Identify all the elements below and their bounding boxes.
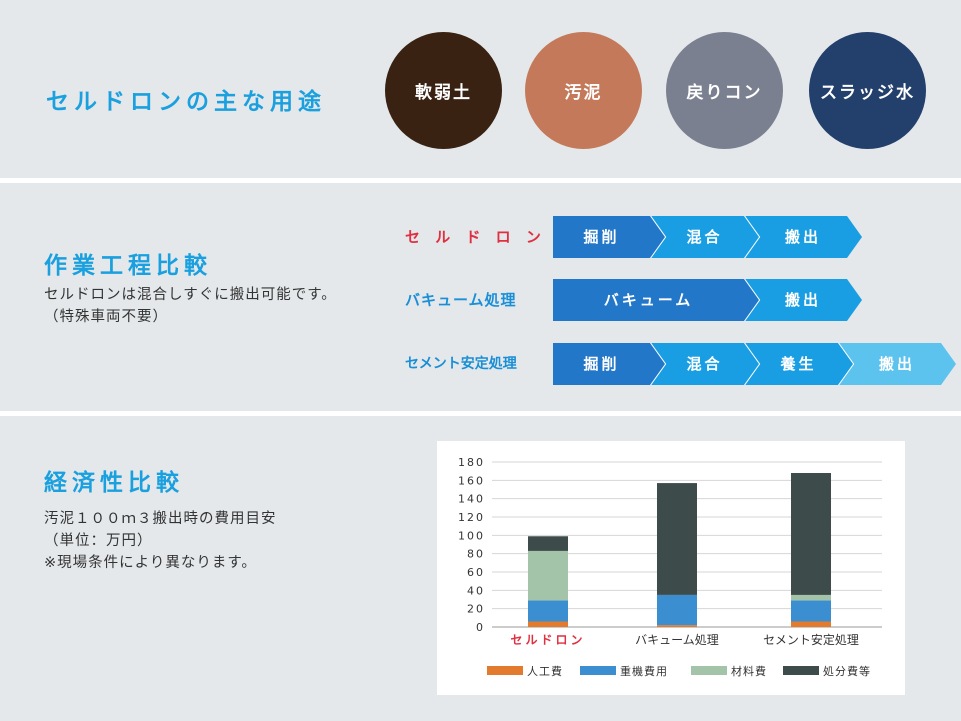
process-step-label: 混合 <box>686 355 723 373</box>
process-row-label: セメント安定処理 <box>405 356 517 372</box>
uses-panel: セルドロンの主な用途 軟弱土 汚泥 戻りコン スラッジ水 <box>0 0 961 178</box>
process-note: （特殊車両不要） <box>44 309 168 325</box>
bar-segment <box>528 600 568 622</box>
use-circle-4: スラッジ水 <box>809 32 926 149</box>
process-step: 搬出 <box>838 343 956 385</box>
bar-segment <box>657 625 697 627</box>
legend-label: 材料費 <box>731 664 767 678</box>
step-arrow-shape <box>553 279 759 321</box>
cost-chart-svg: 0 20 40 60 80 100 120 140 160 180 セルドロン バキューム処理 セメント… <box>458 456 882 678</box>
step-arrow-shape <box>553 216 665 258</box>
process-step: 混合 <box>650 216 759 258</box>
y-tick-label: 140 <box>458 493 485 506</box>
y-tick-label: 160 <box>458 474 485 487</box>
y-tick-label: 100 <box>458 529 485 542</box>
use-circle-1: 軟弱土 <box>385 32 502 149</box>
legend-label: 重機費用 <box>620 664 668 678</box>
cost-description: 汚泥１００ｍ３搬出時の費用目安 <box>44 511 277 527</box>
cost-chart: 0 20 40 60 80 100 120 140 160 180 セルドロン バキューム処理 セメント… <box>437 441 905 695</box>
legend-swatch <box>487 666 523 675</box>
use-circle-label: 戻りコン <box>686 83 763 103</box>
process-row-label: セ ル ド ロ ン <box>405 228 546 246</box>
x-tick-label: セメント安定処理 <box>763 632 859 647</box>
y-tick-label: 80 <box>467 548 485 561</box>
legend-label: 人工費 <box>527 664 563 678</box>
process-step-label: 搬出 <box>878 355 915 373</box>
process-step-label: 搬出 <box>784 228 821 246</box>
process-step: バキューム <box>553 279 759 321</box>
cost-note: ※現場条件により異なります。 <box>44 555 257 571</box>
step-arrow-shape <box>553 343 665 385</box>
y-tick-label: 120 <box>458 511 485 524</box>
process-step: 混合 <box>650 343 759 385</box>
y-tick-label: 40 <box>467 584 485 597</box>
bar-segment <box>528 550 568 601</box>
process-step-label: 養生 <box>780 355 817 373</box>
cost-title: 経済性比較 <box>44 470 184 496</box>
process-step-label: 混合 <box>686 228 723 246</box>
bar-segment <box>791 621 831 627</box>
use-circle-2: 汚泥 <box>525 32 642 149</box>
x-tick-label: セルドロン <box>510 633 585 647</box>
process-step-label: バキューム <box>603 291 694 309</box>
y-tick-label: 0 <box>476 621 485 634</box>
bar-segment <box>657 483 697 595</box>
bar-segment <box>791 473 831 595</box>
use-circle-3: 戻りコン <box>666 32 783 149</box>
y-tick-label: 20 <box>467 603 485 616</box>
process-title: 作業工程比較 <box>44 253 212 279</box>
bar-segment <box>528 536 568 551</box>
process-description: セルドロンは混合しすぐに搬出可能です。 <box>44 287 337 303</box>
use-circle-label: 軟弱土 <box>415 83 472 103</box>
process-panel: 作業工程比較 セルドロンは混合しすぐに搬出可能です。 （特殊車両不要） セ ル … <box>0 183 961 411</box>
legend-label: 処分費等 <box>823 664 871 678</box>
process-step: 搬出 <box>744 216 862 258</box>
bar-segment <box>791 594 831 601</box>
uses-title: セルドロンの主な用途 <box>46 89 326 115</box>
process-step: 養生 <box>744 343 853 385</box>
use-circle-label: スラッジ水 <box>820 83 915 103</box>
legend-swatch <box>691 666 727 675</box>
process-step: 搬出 <box>744 279 862 321</box>
cost-unit: （単位：万円） <box>44 533 153 549</box>
legend-swatch <box>783 666 819 675</box>
y-tick-label: 60 <box>467 566 485 579</box>
bar-segment <box>528 621 568 627</box>
bar-segment <box>791 600 831 622</box>
process-step-label: 掘削 <box>583 228 620 246</box>
x-tick-label: バキューム処理 <box>635 633 719 647</box>
y-tick-label: 180 <box>458 456 485 469</box>
process-step-label: 掘削 <box>583 355 620 373</box>
process-step: 掘削 <box>553 343 665 385</box>
legend-swatch <box>580 666 616 675</box>
process-row-label: バキューム処理 <box>405 291 517 309</box>
use-circle-label: 汚泥 <box>564 83 603 103</box>
bar-segment <box>657 594 697 626</box>
process-step-label: 搬出 <box>784 291 821 309</box>
process-step: 掘削 <box>553 216 665 258</box>
